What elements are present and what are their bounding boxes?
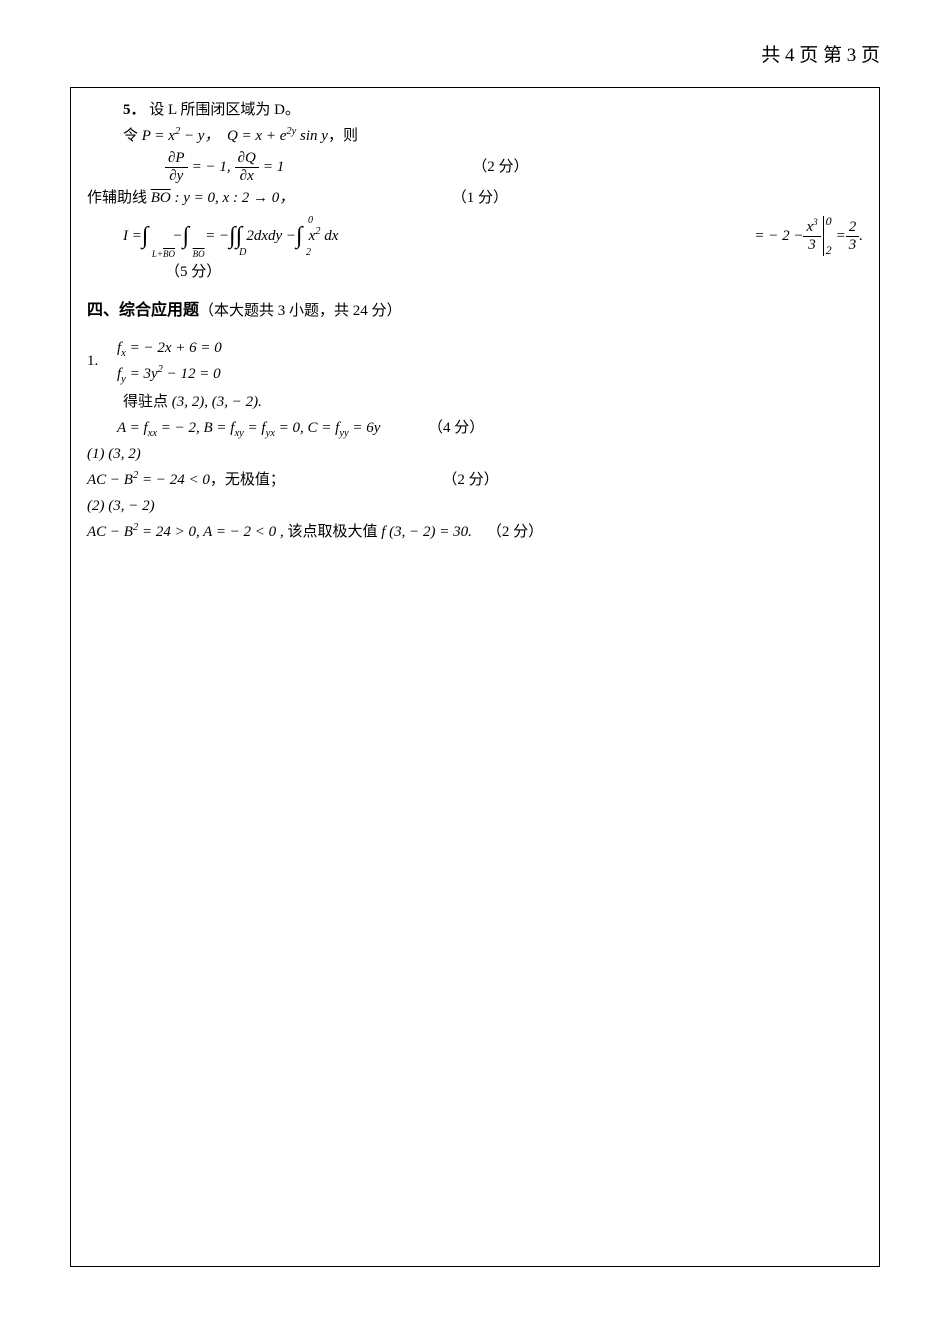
dP-den: ∂y xyxy=(165,168,188,185)
final-num: 2 xyxy=(846,219,860,237)
p5-then: ，则 xyxy=(328,128,358,144)
rhs-frac: x3 3 xyxy=(803,219,820,253)
p1-fy: fy = 3y2 − 12 = 0 xyxy=(117,362,222,386)
dQ-den: ∂x xyxy=(235,168,259,185)
dbl-sub: D xyxy=(239,245,246,261)
rhs-num: x3 xyxy=(803,219,820,237)
aux-def: : y = 0, x : 2 → 0， xyxy=(175,190,295,206)
p5-partials: ∂P ∂y = − 1, ∂Q ∂x = 1 （2 分） xyxy=(87,150,863,184)
p5-integral-row: I = ∫L+BO − ∫BO = − ∫∫D 2dxdy − ∫02 x2 d… xyxy=(87,216,863,256)
p1-case2-label: (2) (3, − 2) xyxy=(87,494,863,518)
p5-line2: 令 P = x2 − y， Q = x + e2y sin y，则 xyxy=(87,124,863,148)
final-frac: 2 3 xyxy=(846,219,860,253)
p1-hessian-row: A = fxx = − 2, B = fxy = fyx = 0, C = fy… xyxy=(87,416,863,440)
score-5pt: （5 分） xyxy=(165,260,221,284)
rhs-den: 3 xyxy=(803,237,820,254)
p1-number: 1. xyxy=(87,349,117,373)
p5-line1: 5． 设 L 所围闭区域为 D。 xyxy=(87,98,863,122)
p5-Pdef: P = x2 − y， xyxy=(142,128,220,144)
score-1pt: （1 分） xyxy=(452,186,508,210)
p1-system: fx = − 2x + 6 = 0 fy = 3y2 − 12 = 0 xyxy=(117,334,222,388)
score-5pt-row: （5 分） xyxy=(87,260,863,284)
p1-hess: A = fxx = − 2, B = fxy = fyx = 0, C = fy… xyxy=(117,420,380,436)
score-2pt-c: （2 分） xyxy=(487,520,543,544)
dbl-body: 2dxdy − xyxy=(246,224,296,248)
int2-icon: ∫BO xyxy=(183,217,190,255)
crit-pts: (3, 2), (3, − 2). xyxy=(172,394,262,410)
frac-dPdy: ∂P ∂y xyxy=(165,150,188,184)
score-4pt: （4 分） xyxy=(428,416,484,440)
dblint-icon: ∫∫D xyxy=(229,217,242,255)
final-dot: . xyxy=(859,224,863,248)
final-den: 3 xyxy=(846,237,860,254)
p1-case1-body: AC − B2 = − 24 < 0，无极值； （2 分） xyxy=(87,468,863,492)
score-2pt-b: （2 分） xyxy=(442,468,498,492)
case1-expr: AC − B2 = − 24 < 0 xyxy=(87,472,210,488)
crit-prefix: 得驻点 xyxy=(123,394,172,410)
content-box: 5． 设 L 所围闭区域为 D。 令 P = x2 − y， Q = x + e… xyxy=(70,87,880,1267)
ub: 0 xyxy=(308,213,313,229)
case2-expr: AC − B2 = 24 > 0, A = − 2 < 0 xyxy=(87,524,276,540)
eq-neg: = − xyxy=(205,224,229,248)
x2dx: x2 dx xyxy=(309,224,339,248)
p1-crit: 得驻点 (3, 2), (3, − 2). xyxy=(87,390,863,414)
I-eq: I = xyxy=(123,224,142,248)
integral-left: I = ∫L+BO − ∫BO = − ∫∫D 2dxdy − ∫02 x2 d… xyxy=(123,217,338,255)
case2-lbl: (2) (3, − 2) xyxy=(87,498,155,514)
dP-num: ∂P xyxy=(165,150,188,168)
p1-case2-body: AC − B2 = 24 > 0, A = − 2 < 0 , 该点取极大值 f… xyxy=(87,520,863,544)
eval-bot: 2 xyxy=(826,241,832,260)
p1-top: 1. fx = − 2x + 6 = 0 fy = 3y2 − 12 = 0 xyxy=(87,334,863,388)
case1-txt: ，无极值； xyxy=(210,472,285,488)
eq-1: = 1 xyxy=(263,155,284,179)
eval-top: 0 xyxy=(826,212,832,231)
page: 共 4 页 第 3 页 5． 设 L 所围闭区域为 D。 令 P = x2 − … xyxy=(0,0,950,1307)
int3-icon: ∫02 xyxy=(296,217,303,255)
page-header: 共 4 页 第 3 页 xyxy=(70,40,880,67)
minus1: − xyxy=(172,224,182,248)
case1-lbl: (1) (3, 2) xyxy=(87,446,141,462)
case2-txt: , 该点取极大值 xyxy=(276,524,381,540)
score-2pt-a: （2 分） xyxy=(472,155,528,179)
p5-aux: 作辅助线 BO : y = 0, x : 2 → 0， （1 分） xyxy=(87,186,863,210)
section4-heading: 四、综合应用题（本大题共 3 小题，共 24 分） xyxy=(87,298,863,324)
case2-f: f (3, − 2) = 30. xyxy=(381,524,472,540)
page-number-text: 共 4 页 第 3 页 xyxy=(761,45,880,66)
p5-text1: 设 L 所围闭区域为 D。 xyxy=(149,102,300,118)
p5-Qdef: Q = x + e2y sin y xyxy=(227,128,328,144)
eval-bar-icon: 0 2 xyxy=(823,216,824,256)
final-eq: = xyxy=(836,224,846,248)
p1-fx: fx = − 2x + 6 = 0 xyxy=(117,336,222,360)
section4-title: 四、综合应用题 xyxy=(87,302,199,319)
dQ-num: ∂Q xyxy=(235,150,259,168)
rhs-pre: = − 2 − xyxy=(754,224,803,248)
section4-sub: （本大题共 3 小题，共 24 分） xyxy=(199,303,402,319)
aux-seg: BO xyxy=(151,190,171,206)
aux-prefix: 作辅助线 xyxy=(87,190,151,206)
integral-right: = − 2 − x3 3 0 2 = 2 3 . xyxy=(754,216,863,256)
p1-case1-label: (1) (3, 2) xyxy=(87,442,863,466)
lb: 2 xyxy=(306,245,311,261)
p5-number: 5． xyxy=(123,102,146,118)
eq-neg1: = − 1, xyxy=(192,155,231,179)
int1-icon: ∫L+BO xyxy=(142,217,149,255)
p5-let: 令 xyxy=(123,128,142,144)
frac-dQdx: ∂Q ∂x xyxy=(235,150,259,184)
